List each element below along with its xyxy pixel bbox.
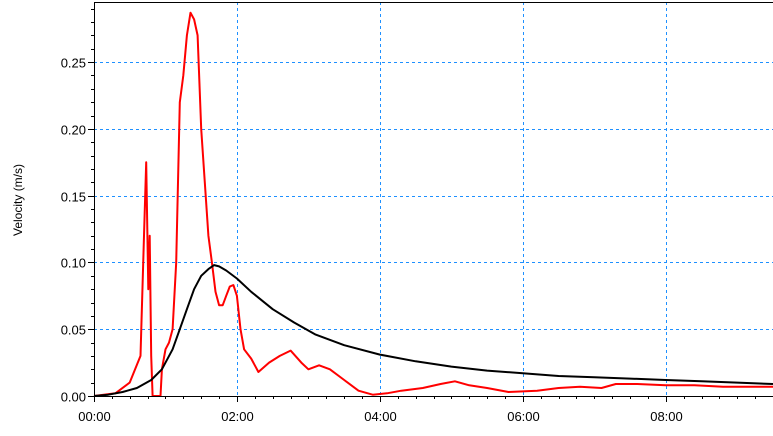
axis-layer: 0.00 0.05 0.10 0.15 0.20 0.25 00:00 02:00 04:00 0… (61, 2, 773, 424)
y-tick-label: 0.05 (61, 323, 86, 338)
x-tick-label: 08:00 (650, 409, 683, 424)
grid-layer (94, 2, 773, 396)
series-layer (93, 11, 773, 397)
x-tick-label: 04:00 (364, 409, 397, 424)
y-tick-label: 0.10 (61, 256, 86, 271)
series-line-1 (93, 11, 773, 397)
x-tick-label: 02:00 (221, 409, 254, 424)
y-tick-label: 0.25 (61, 56, 86, 71)
y-tick-label: 0.00 (61, 390, 86, 405)
y-tick-label: 0.20 (61, 123, 86, 138)
y-axis-title: Velocity (m/s) (11, 164, 25, 236)
series-line-2 (93, 264, 773, 397)
plot-background (94, 2, 773, 396)
x-tick-label: 06:00 (507, 409, 540, 424)
y-tick-label: 0.15 (61, 190, 86, 205)
x-tick-label: 00:00 (78, 409, 111, 424)
